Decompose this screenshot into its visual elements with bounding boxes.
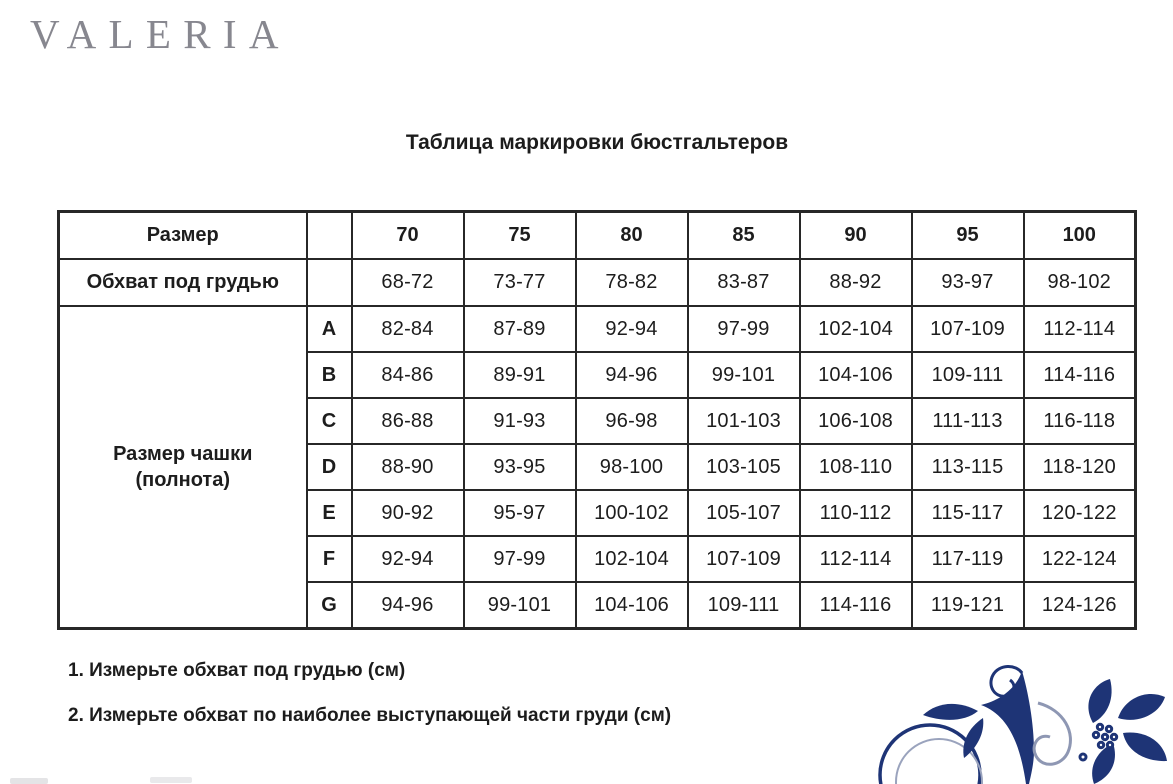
size-header-cell: 100	[1022, 210, 1137, 260]
cup-value-cell: 92-94	[574, 305, 689, 353]
cup-letter-cell: G	[305, 581, 353, 630]
size-header-cell: 95	[910, 210, 1025, 260]
underbust-value-cell: 93-97	[910, 258, 1025, 307]
brand-logo: VALERIA	[30, 11, 291, 57]
size-header-cell: 70	[350, 210, 465, 260]
cup-value-cell: 87-89	[462, 305, 577, 353]
cup-value-cell: 109-111	[686, 581, 801, 630]
cup-value-cell: 109-111	[910, 351, 1025, 399]
underbust-value-cell: 73-77	[462, 258, 577, 307]
cup-value-cell: 100-102	[574, 489, 689, 537]
cup-value-cell: 122-124	[1022, 535, 1137, 583]
empty-cell	[305, 258, 353, 307]
cup-value-cell: 119-121	[910, 581, 1025, 630]
cup-value-cell: 89-91	[462, 351, 577, 399]
cup-value-cell: 120-122	[1022, 489, 1137, 537]
cup-value-cell: 92-94	[350, 535, 465, 583]
size-header-row: Размер 70 75 80 85 90 95 100	[57, 210, 1137, 260]
underbust-row-label: Обхват под грудью	[57, 258, 308, 307]
cup-letter-cell: E	[305, 489, 353, 537]
cup-value-cell: 91-93	[462, 397, 577, 445]
cup-value-cell: 113-115	[910, 443, 1025, 491]
underbust-row: Обхват под грудью 68-72 73-77 78-82 83-8…	[57, 258, 1137, 307]
cup-value-cell: 114-116	[798, 581, 913, 630]
cup-row-b: B 84-86 89-91 94-96 99-101 104-106 109-1…	[59, 351, 1137, 399]
cup-value-cell: 110-112	[798, 489, 913, 537]
floral-ornament-graphic	[878, 665, 1167, 784]
cup-value-cell: 117-119	[910, 535, 1025, 583]
cup-row-c: C 86-88 91-93 96-98 101-103 106-108 111-…	[59, 397, 1137, 445]
cup-row-d: D 88-90 93-95 98-100 103-105 108-110 113…	[59, 443, 1137, 491]
cup-value-cell: 118-120	[1022, 443, 1137, 491]
size-row-label: Размер	[57, 210, 308, 260]
underbust-value-cell: 78-82	[574, 258, 689, 307]
bra-size-table: Размер 70 75 80 85 90 95 100 Обхват под …	[57, 210, 1137, 630]
cup-value-cell: 101-103	[686, 397, 801, 445]
page-title: Таблица маркировки бюстгальтеров	[405, 131, 789, 154]
cup-value-cell: 105-107	[686, 489, 801, 537]
cup-letter-cell: B	[305, 351, 353, 399]
empty-corner-cell	[305, 210, 353, 260]
cup-value-cell: 98-100	[574, 443, 689, 491]
size-header-cell: 75	[462, 210, 577, 260]
instruction-line-2: 2. Измерьте обхват по наиболее выступающ…	[68, 705, 672, 726]
cup-value-cell: 107-109	[910, 305, 1025, 353]
cutoff-text-fragment	[10, 778, 48, 784]
cup-letter-cell: D	[305, 443, 353, 491]
cup-value-cell: 102-104	[798, 305, 913, 353]
cutoff-text-fragment	[150, 777, 192, 783]
size-header-cell: 80	[574, 210, 689, 260]
cup-letter-cell: F	[305, 535, 353, 583]
cup-value-cell: 97-99	[686, 305, 801, 353]
cup-value-cell: 112-114	[798, 535, 913, 583]
underbust-value-cell: 88-92	[798, 258, 913, 307]
cup-label-line2: (полнота)	[135, 469, 231, 491]
cup-value-cell: 99-101	[686, 351, 801, 399]
cup-value-cell: 90-92	[350, 489, 465, 537]
cup-value-cell: 106-108	[798, 397, 913, 445]
measurement-instructions: 1. Измерьте обхват под грудью (см) 2. Из…	[68, 660, 671, 750]
cup-value-cell: 93-95	[462, 443, 577, 491]
cup-value-cell: 103-105	[686, 443, 801, 491]
cup-value-cell: 86-88	[350, 397, 465, 445]
cup-value-cell: 114-116	[1022, 351, 1137, 399]
cup-value-cell: 116-118	[1022, 397, 1137, 445]
underbust-value-cell: 83-87	[686, 258, 801, 307]
cup-value-cell: 99-101	[462, 581, 577, 630]
cup-label-line1: Размер чашки	[113, 443, 253, 465]
cup-value-cell: 96-98	[574, 397, 689, 445]
cup-row-f: F 92-94 97-99 102-104 107-109 112-114 11…	[59, 535, 1137, 583]
cup-value-cell: 88-90	[350, 443, 465, 491]
underbust-value-cell: 98-102	[1022, 258, 1137, 307]
cup-value-cell: 112-114	[1022, 305, 1137, 353]
cup-value-cell: 115-117	[910, 489, 1025, 537]
cup-value-cell: 95-97	[462, 489, 577, 537]
size-header-cell: 90	[798, 210, 913, 260]
cup-row-g: G 94-96 99-101 104-106 109-111 114-116 1…	[59, 581, 1137, 630]
cup-row-a: Размер чашки (полнота) A 82-84 87-89 92-…	[57, 305, 1137, 630]
cup-size-label-cell: Размер чашки (полнота)	[57, 305, 308, 630]
cup-value-cell: 107-109	[686, 535, 801, 583]
cup-value-cell: 104-106	[798, 351, 913, 399]
cup-value-cell: 94-96	[574, 351, 689, 399]
cup-letter-cell: C	[305, 397, 353, 445]
cup-value-cell: 124-126	[1022, 581, 1137, 630]
cup-value-cell: 82-84	[350, 305, 465, 353]
cup-value-cell: 102-104	[574, 535, 689, 583]
cup-value-cell: 94-96	[350, 581, 465, 630]
cup-value-cell: 104-106	[574, 581, 689, 630]
cup-value-cell: 84-86	[350, 351, 465, 399]
cup-value-cell: 111-113	[910, 397, 1025, 445]
cup-value-cell: 108-110	[798, 443, 913, 491]
cup-letter-cell: A	[305, 305, 353, 353]
cup-row-e: E 90-92 95-97 100-102 105-107 110-112 11…	[59, 489, 1137, 537]
instruction-line-1: 1. Измерьте обхват под грудью (см)	[68, 660, 406, 681]
size-header-cell: 85	[686, 210, 801, 260]
underbust-value-cell: 68-72	[350, 258, 465, 307]
cup-value-cell: 97-99	[462, 535, 577, 583]
